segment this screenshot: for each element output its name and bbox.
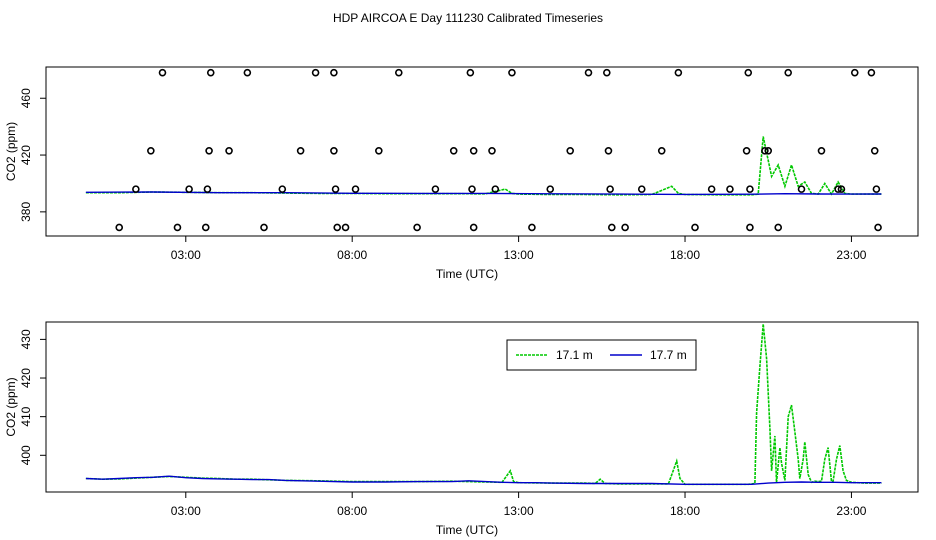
- series-line-green: [85, 136, 882, 196]
- x-tick-label: 23:00: [836, 504, 866, 518]
- calibration-marker: [394, 68, 403, 77]
- x-axis-label: Time (UTC): [436, 523, 498, 537]
- calibration-marker: [657, 146, 666, 155]
- calibration-marker: [243, 68, 252, 77]
- calibration-marker: [774, 223, 783, 232]
- top-panel: 03:00 08:00 13:00 18:00 23:00 Time (UTC) 380 42…: [4, 66, 919, 281]
- calibration-marker: [296, 146, 305, 155]
- calibration-marker: [205, 146, 213, 155]
- calibration-marker: [691, 223, 699, 232]
- calibration-marker: [566, 146, 574, 155]
- calibration-marker: [330, 68, 338, 77]
- calibration-marker: [604, 146, 613, 155]
- calibration-marker: [784, 68, 792, 77]
- calibration-marker: [413, 223, 421, 232]
- calibration-marker: [508, 68, 516, 77]
- calibration-marker: [351, 185, 360, 193]
- calibration-marker: [742, 146, 751, 155]
- chart-title: HDP AIRCOA E Day 111230 Calibrated Times…: [333, 11, 603, 25]
- calibration-marker: [330, 146, 338, 155]
- calibration-marker: [817, 146, 826, 155]
- calibration-marker: [606, 185, 614, 193]
- calibration-marker: [431, 185, 440, 193]
- calibration-marker: [850, 68, 859, 77]
- calibration-marker: [203, 185, 212, 193]
- x-tick-label: 18:00: [670, 248, 700, 262]
- calibration-marker: [225, 146, 233, 155]
- plot-frame: [45, 66, 919, 237]
- calibration-marker: [621, 223, 629, 232]
- plot-frame: [45, 321, 919, 493]
- x-tick-label: 13:00: [504, 504, 534, 518]
- y-axis-label: CO2 (ppm): [4, 377, 18, 436]
- y-tick-label: 420: [19, 368, 33, 388]
- y-tick-label: 380: [19, 202, 33, 222]
- calibration-marker: [206, 68, 215, 77]
- calibration-marker: [874, 223, 882, 232]
- x-tick-label: 08:00: [337, 504, 367, 518]
- calibration-marker: [278, 185, 287, 193]
- calibration-marker: [333, 223, 342, 232]
- series-line-17-7-m: [85, 475, 882, 485]
- calibration-marker: [341, 223, 350, 232]
- calibration-marker: [872, 185, 881, 193]
- calibration-marker: [331, 185, 340, 193]
- calibration-marker: [449, 146, 458, 155]
- x-tick-label: 23:00: [836, 248, 866, 262]
- y-tick-label: 430: [19, 329, 33, 349]
- y-axis-label: CO2 (ppm): [4, 122, 18, 181]
- calibration-marker: [468, 185, 476, 193]
- y-tick-label: 410: [19, 406, 33, 426]
- x-tick-label: 13:00: [504, 248, 534, 262]
- calibration-marker: [764, 146, 773, 155]
- calibration-marker: [707, 185, 716, 193]
- y-tick-label: 400: [19, 445, 33, 465]
- calibration-marker: [870, 146, 879, 155]
- calibration-marker: [185, 185, 193, 193]
- calibration-marker: [608, 223, 616, 232]
- calibration-marker: [469, 146, 478, 155]
- calibration-marker: [132, 185, 140, 193]
- calibration-marker: [201, 223, 210, 232]
- calibration-marker: [834, 185, 842, 193]
- calibration-marker: [584, 68, 593, 77]
- calibration-marker: [466, 68, 475, 77]
- calibration-marker: [158, 68, 167, 77]
- calibration-marker: [744, 68, 753, 77]
- x-tick-label: 03:00: [171, 248, 201, 262]
- calibration-marker: [147, 146, 155, 155]
- calibration-marker: [488, 146, 496, 155]
- calibration-marker: [761, 146, 769, 155]
- calibration-marker: [546, 185, 555, 193]
- legend-label: 17.1 m: [556, 348, 593, 362]
- calibration-marker: [603, 68, 611, 77]
- calibration-marker: [746, 223, 754, 232]
- calibration-marker: [867, 68, 876, 77]
- calibration-marker: [260, 223, 268, 232]
- calibration-marker: [726, 185, 734, 193]
- calibration-marker: [469, 223, 478, 232]
- x-tick-label: 18:00: [670, 504, 700, 518]
- y-tick-label: 420: [19, 145, 33, 165]
- calibration-marker: [491, 185, 500, 193]
- calibration-marker: [797, 185, 806, 193]
- x-tick-label: 08:00: [337, 248, 367, 262]
- x-tick-label: 03:00: [171, 504, 201, 518]
- series-line-17-1-m: [85, 323, 882, 486]
- calibration-marker: [746, 185, 754, 193]
- y-tick-label: 460: [19, 88, 33, 108]
- calibration-marker: [311, 68, 320, 77]
- calibration-marker: [115, 223, 124, 232]
- legend-label: 17.7 m: [650, 348, 687, 362]
- calibration-marker: [637, 185, 646, 193]
- calibration-marker: [837, 185, 846, 193]
- calibration-marker: [674, 68, 683, 77]
- calibration-marker: [173, 223, 182, 232]
- calibration-marker: [528, 223, 536, 232]
- bottom-panel: 03:00 08:00 13:00 18:00 23:00 Time (UTC) 400 41…: [4, 321, 919, 537]
- x-axis-label: Time (UTC): [436, 267, 498, 281]
- calibration-marker: [375, 146, 383, 155]
- series-line-blue: [85, 191, 882, 196]
